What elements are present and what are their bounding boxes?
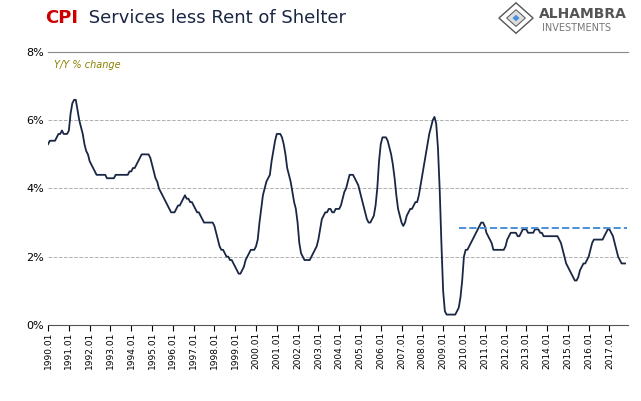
Text: INVESTMENTS: INVESTMENTS — [542, 23, 611, 33]
Text: Y/Y % change: Y/Y % change — [54, 60, 121, 70]
Text: CPI: CPI — [45, 9, 78, 27]
Text: ALHAMBRA: ALHAMBRA — [538, 7, 626, 21]
Text: Services less Rent of Shelter: Services less Rent of Shelter — [83, 9, 346, 27]
